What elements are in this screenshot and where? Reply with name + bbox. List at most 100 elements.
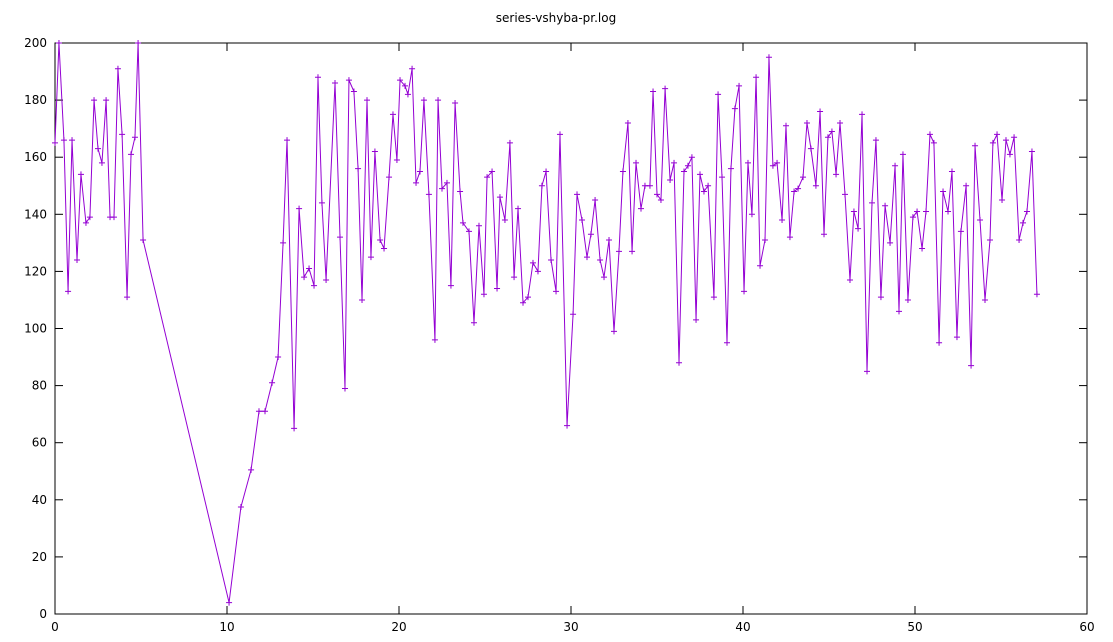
point [345, 77, 352, 84]
point [447, 282, 454, 289]
point [953, 334, 960, 341]
point [654, 191, 660, 198]
y-tick-label: 200 [24, 36, 47, 50]
point [367, 254, 374, 261]
point [869, 199, 875, 206]
point [262, 408, 269, 415]
point [923, 208, 930, 215]
point [841, 191, 848, 198]
point [681, 168, 688, 175]
point [795, 185, 802, 192]
point [496, 194, 503, 201]
point [601, 274, 608, 281]
point [624, 119, 631, 126]
point [936, 339, 943, 346]
point [817, 108, 824, 115]
y-tick-label: 140 [24, 207, 47, 221]
point [800, 174, 807, 181]
point [435, 97, 442, 104]
point [803, 119, 810, 126]
point [989, 139, 996, 146]
point [824, 134, 831, 141]
series-line [54, 42, 1038, 603]
point [534, 268, 541, 275]
point [693, 316, 700, 323]
point [337, 234, 344, 241]
point [744, 159, 751, 166]
point [638, 205, 645, 212]
point [611, 328, 617, 335]
point [724, 339, 731, 346]
point [727, 165, 734, 172]
point [529, 259, 536, 266]
point [74, 256, 81, 263]
point [389, 111, 396, 118]
point [919, 245, 926, 252]
point [583, 254, 590, 261]
point [393, 157, 400, 164]
point [494, 285, 501, 292]
point [124, 294, 131, 301]
point [646, 182, 653, 189]
point [128, 151, 135, 158]
point [574, 191, 581, 198]
point [248, 466, 255, 473]
point [95, 145, 101, 152]
point [697, 171, 703, 178]
point [657, 197, 664, 204]
y-tick-label: 40 [32, 493, 47, 507]
point [812, 182, 819, 189]
x-tick-label: 30 [563, 620, 578, 634]
point [98, 159, 105, 166]
point [999, 197, 1006, 204]
point [957, 228, 964, 235]
point [791, 188, 798, 195]
x-tick-label: 50 [907, 620, 922, 634]
point [548, 256, 555, 263]
point [592, 197, 599, 204]
chart-title: series-vshyba-pr.log [496, 11, 616, 25]
point [135, 40, 142, 46]
point [381, 245, 388, 252]
point [377, 236, 384, 243]
y-tick-label: 20 [32, 550, 47, 564]
point [318, 199, 325, 206]
point [52, 139, 58, 146]
point [459, 219, 466, 226]
point [69, 137, 76, 144]
point [676, 359, 683, 366]
point [882, 202, 889, 209]
point [899, 151, 906, 158]
point [633, 159, 640, 166]
y-tick-label: 80 [32, 379, 47, 393]
point [892, 162, 899, 169]
point [452, 99, 459, 106]
point [963, 182, 970, 189]
point [119, 131, 126, 138]
point [311, 282, 318, 289]
point [364, 97, 371, 104]
point [296, 205, 303, 212]
point [579, 217, 586, 224]
point [226, 599, 233, 606]
point [431, 336, 438, 343]
point [538, 182, 545, 189]
point [275, 354, 282, 361]
point [301, 274, 308, 281]
point [587, 231, 594, 238]
y-tick-label: 180 [24, 93, 47, 107]
point [443, 179, 450, 186]
point [896, 308, 903, 315]
point [110, 214, 117, 221]
point [91, 97, 98, 104]
point [859, 111, 866, 118]
point [359, 296, 366, 303]
point [779, 217, 786, 224]
point [237, 503, 244, 510]
x-tick-label: 40 [735, 620, 750, 634]
point [114, 65, 121, 72]
point [619, 168, 626, 175]
point [404, 91, 411, 98]
point [731, 105, 738, 112]
